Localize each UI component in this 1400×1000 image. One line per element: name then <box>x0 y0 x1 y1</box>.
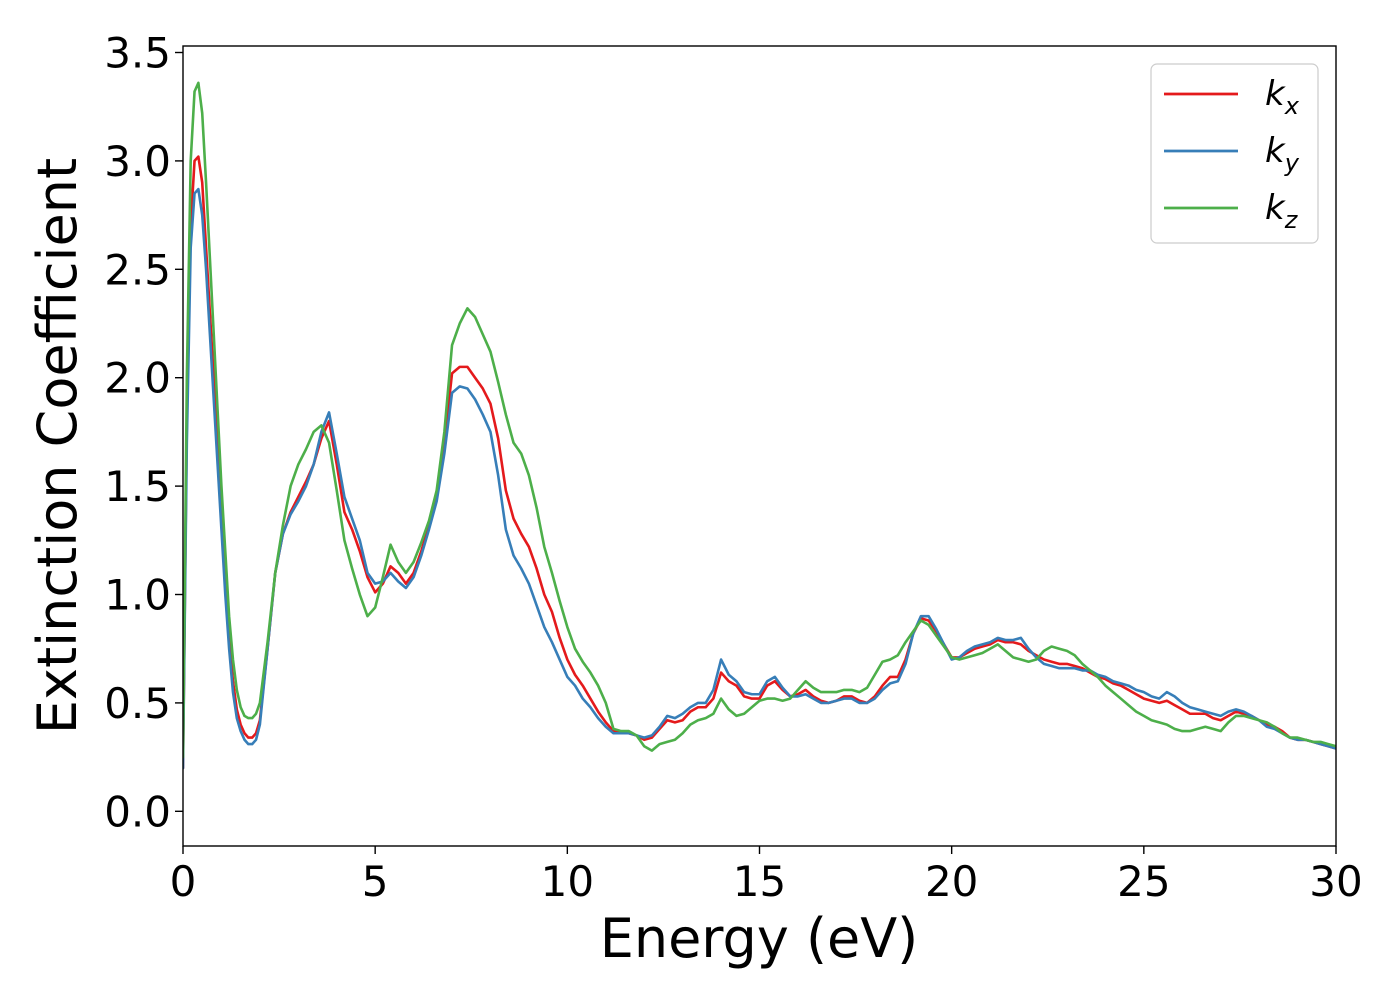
x-tick-label: 5 <box>362 857 389 906</box>
y-axis-title: Extinction Coefficient <box>26 158 89 734</box>
x-tick-label: 0 <box>170 857 197 906</box>
y-tick-label: 1.0 <box>104 571 171 620</box>
y-tick-label: 2.0 <box>104 354 171 403</box>
y-tick-label: 1.5 <box>104 462 171 511</box>
x-tick-label: 20 <box>925 857 978 906</box>
y-tick-label: 3.5 <box>104 29 171 78</box>
legend: kx ky kz <box>1150 63 1319 244</box>
series-line-z <box>183 81 1336 759</box>
legend-label-x: kx <box>1265 74 1300 120</box>
x-tick-label: 15 <box>733 857 786 906</box>
x-axis: 0 5 10 15 20 25 30 <box>170 846 1363 906</box>
series-line-x <box>183 155 1336 770</box>
x-axis-title: Energy (eV) <box>600 907 919 970</box>
y-tick-label: 0.0 <box>104 787 171 836</box>
legend-label-y: ky <box>1265 131 1300 177</box>
series-line-y <box>183 187 1336 770</box>
x-tick-label: 10 <box>541 857 594 906</box>
series-lines <box>183 81 1336 770</box>
legend-label-z: kz <box>1265 188 1299 234</box>
y-tick-label: 2.5 <box>104 245 171 294</box>
y-axis: 0.0 0.5 1.0 1.5 2.0 2.5 3.0 3.5 <box>104 29 183 836</box>
y-tick-label: 3.0 <box>104 137 171 186</box>
x-tick-label: 30 <box>1309 857 1362 906</box>
legend-box <box>1150 63 1319 244</box>
x-tick-label: 25 <box>1117 857 1170 906</box>
y-tick-label: 0.5 <box>104 679 171 728</box>
